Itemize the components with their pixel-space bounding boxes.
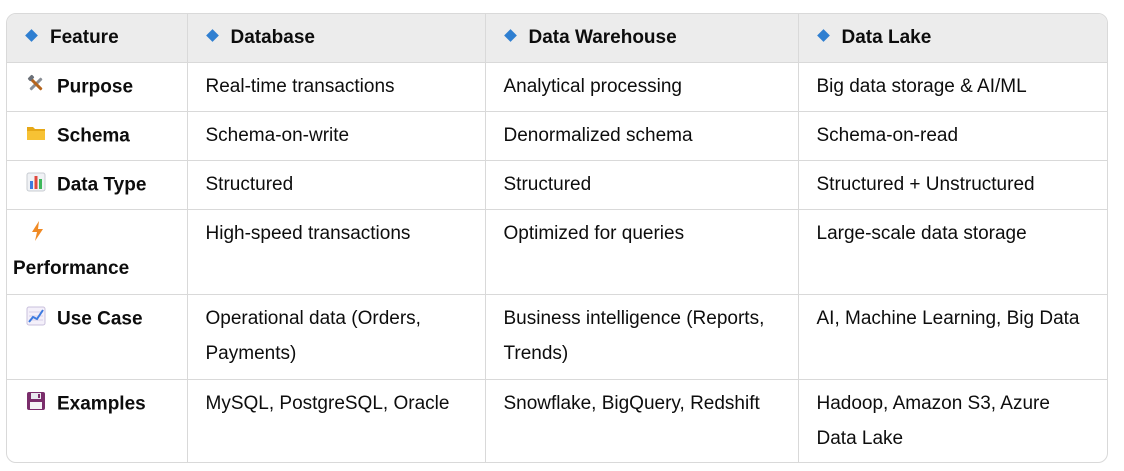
warehouse-cell: Structured <box>484 160 798 210</box>
table-header-row: Feature Database Data Warehouse Data Lak… <box>7 14 1107 63</box>
table-row: Data Type Structured Structured Structur… <box>7 160 1107 210</box>
database-cell: Structured <box>186 160 485 210</box>
table-row: Purpose Real-time transactions Analytica… <box>7 62 1107 112</box>
table-row: Use Case Operational data (Orders, Payme… <box>7 294 1107 380</box>
header-label: Data Warehouse <box>528 26 677 48</box>
warehouse-cell: Business intelligence (Reports, Trends) <box>484 294 798 380</box>
comparison-table-grid: Feature Database Data Warehouse Data Lak… <box>7 14 1107 462</box>
feature-cell: Use Case <box>7 294 187 380</box>
table-row: Examples MySQL, PostgreSQL, Oracle Snowf… <box>7 379 1107 462</box>
folder-icon <box>25 122 47 144</box>
header-feature: Feature <box>7 14 187 63</box>
diamond-icon <box>205 29 219 43</box>
diamond-icon <box>816 29 830 43</box>
database-cell: High-speed transactions <box>186 209 485 295</box>
database-cell: MySQL, PostgreSQL, Oracle <box>186 379 485 462</box>
warehouse-cell: Optimized for queries <box>484 209 798 295</box>
lake-cell: Large-scale data storage <box>797 209 1107 295</box>
feature-label: Performance <box>13 257 130 279</box>
tools-icon <box>25 73 47 95</box>
floppy-disk-icon <box>25 390 47 412</box>
table-row: Performance High-speed transactions Opti… <box>7 209 1107 295</box>
bar-chart-icon <box>25 171 47 193</box>
trend-chart-icon <box>25 305 47 327</box>
lightning-icon <box>27 220 49 242</box>
feature-cell: Performance <box>7 209 187 295</box>
feature-label: Data Type <box>57 173 147 195</box>
lake-cell: Structured + Unstructured <box>797 160 1107 210</box>
header-data-lake: Data Lake <box>797 14 1107 63</box>
diamond-icon <box>503 29 517 43</box>
feature-cell: Data Type <box>7 160 187 210</box>
feature-cell: Schema <box>7 111 187 161</box>
warehouse-cell: Analytical processing <box>484 62 798 112</box>
feature-cell: Purpose <box>7 62 187 112</box>
header-label: Data Lake <box>841 26 932 48</box>
database-cell: Schema-on-write <box>186 111 485 161</box>
warehouse-cell: Denormalized schema <box>484 111 798 161</box>
header-label: Feature <box>50 26 119 48</box>
performance-icon-line <box>25 216 169 251</box>
header-database: Database <box>186 14 485 63</box>
warehouse-cell: Snowflake, BigQuery, Redshift <box>484 379 798 462</box>
lake-cell: Schema-on-read <box>797 111 1107 161</box>
lake-cell: Big data storage & AI/ML <box>797 62 1107 112</box>
table-row: Schema Schema-on-write Denormalized sche… <box>7 111 1107 161</box>
header-data-warehouse: Data Warehouse <box>484 14 798 63</box>
header-label: Database <box>230 26 316 48</box>
feature-label: Examples <box>57 392 146 414</box>
feature-label: Purpose <box>57 75 134 97</box>
database-cell: Operational data (Orders, Payments) <box>186 294 485 380</box>
lake-cell: Hadoop, Amazon S3, Azure Data Lake <box>797 379 1107 462</box>
comparison-table: Feature Database Data Warehouse Data Lak… <box>6 13 1108 463</box>
diamond-icon <box>25 29 38 43</box>
database-cell: Real-time transactions <box>186 62 485 112</box>
feature-label: Use Case <box>57 307 143 329</box>
feature-cell: Examples <box>7 379 187 462</box>
lake-cell: AI, Machine Learning, Big Data <box>797 294 1107 380</box>
feature-label: Schema <box>57 124 130 146</box>
